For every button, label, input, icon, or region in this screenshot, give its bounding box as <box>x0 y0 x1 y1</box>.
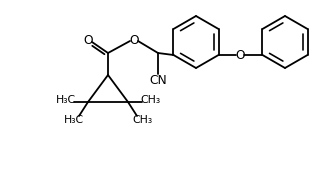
Text: O: O <box>129 33 139 46</box>
Text: H₃C: H₃C <box>64 115 84 125</box>
Text: O: O <box>236 48 245 62</box>
Text: O: O <box>83 33 93 46</box>
Text: CH₃: CH₃ <box>140 95 160 105</box>
Text: CH₃: CH₃ <box>132 115 152 125</box>
Text: CN: CN <box>149 73 167 87</box>
Text: H₃C: H₃C <box>56 95 76 105</box>
